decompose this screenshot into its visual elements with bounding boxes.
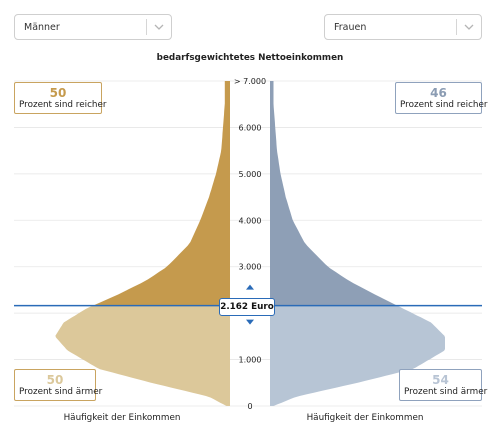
men-richer-area xyxy=(93,81,230,306)
y-tick-label: 3.000 xyxy=(239,263,262,272)
arrow-down-icon xyxy=(246,319,254,325)
men-richer-label: Prozent sind reicher xyxy=(19,100,107,110)
gender-select-left[interactable]: Männer xyxy=(14,14,172,40)
women-poorer-value: 54 xyxy=(432,373,449,387)
gender-select-right[interactable]: Frauen xyxy=(324,14,482,40)
men-poorer-box: 50 Prozent sind ärmer xyxy=(14,369,103,401)
gender-select-left-value: Männer xyxy=(24,21,60,33)
chart-title: bedarfsgewichtetes Nettoeinkommen xyxy=(156,53,344,63)
women-poorer-area xyxy=(270,305,445,406)
select-separator xyxy=(146,19,147,35)
women-richer-box: 46 Prozent sind reicher xyxy=(395,82,488,114)
arrow-up-icon xyxy=(246,284,254,290)
women-richer-label: Prozent sind reicher xyxy=(400,100,488,110)
shape-layer xyxy=(55,81,445,406)
men-poorer-label: Prozent sind ärmer xyxy=(19,387,103,397)
women-richer-area xyxy=(270,81,398,306)
women-richer-value: 46 xyxy=(430,86,447,100)
men-poorer-value: 50 xyxy=(46,373,64,387)
y-tick-label: 6.000 xyxy=(239,123,262,132)
x-axis-label-left: Häufigkeit der Einkommen xyxy=(63,413,181,423)
y-tick-label: 5.000 xyxy=(239,170,262,179)
chevron-down-icon[interactable] xyxy=(457,24,481,30)
y-tick-label: 0 xyxy=(247,402,252,411)
median-label[interactable]: 2.162 Euro xyxy=(219,298,275,316)
chevron-down-icon[interactable] xyxy=(147,24,171,30)
gender-select-right-value: Frauen xyxy=(334,21,367,33)
men-poorer-area xyxy=(55,305,231,406)
y-tick-label: 1.000 xyxy=(239,356,262,365)
select-separator xyxy=(456,19,457,35)
men-richer-value: 50 xyxy=(49,86,67,100)
x-axis-label-right: Häufigkeit der Einkommen xyxy=(306,413,424,423)
men-richer-box: 50 Prozent sind reicher xyxy=(14,82,107,114)
women-poorer-label: Prozent sind ärmer xyxy=(404,387,488,397)
y-tick-label: > 7.000 xyxy=(234,77,266,86)
women-poorer-box: 54 Prozent sind ärmer xyxy=(399,369,488,401)
y-tick-label: 4.000 xyxy=(239,216,262,225)
